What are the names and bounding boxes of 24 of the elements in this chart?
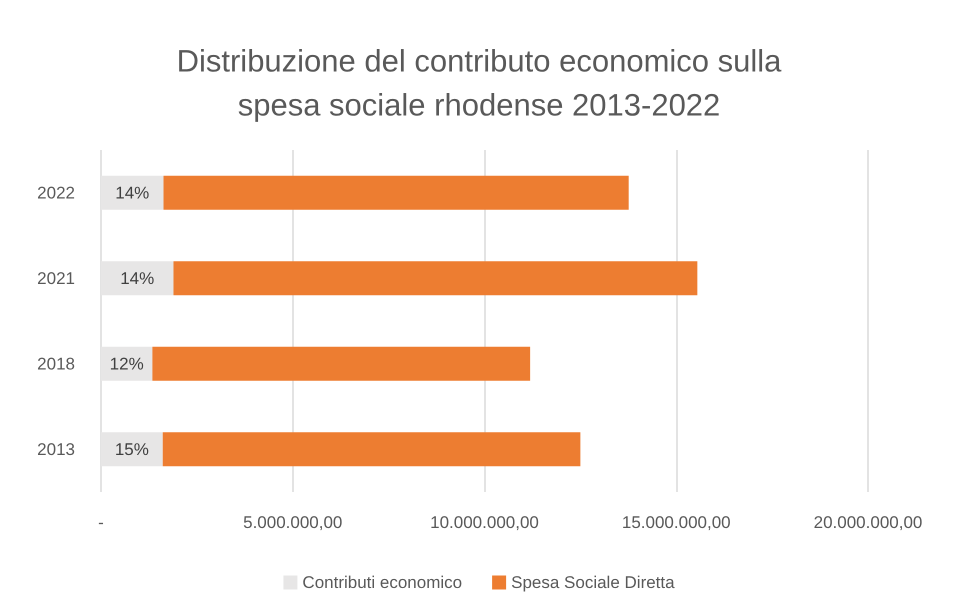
x-tick-label: - [98,513,104,532]
annotation: 12% [110,354,144,374]
annotation: 15% [114,440,149,459]
annotation: 14% [120,268,154,288]
chart-title: Distribuzione del contributo economico sulla spesa sociale rhodense 2013-2022 [176,44,782,122]
legend-label: Spesa Sociale Diretta [511,573,676,592]
y-tick-label: 2022 [37,183,75,202]
x-tick-label: 15.000.000,00 [622,513,731,532]
bar [101,346,152,381]
y-tick-label: 2018 [37,354,75,374]
y-tick-label: 2013 [37,440,75,459]
bar [152,346,530,381]
bar [101,176,164,210]
bar [162,432,580,466]
bar [173,261,698,296]
annotation: 14% [115,183,150,202]
bar [101,432,163,466]
x-tick-label: 20.000.000,00 [814,513,922,532]
x-tick-label: 10.000.000,00 [430,513,539,532]
legend-label: Contributi economico [302,573,462,592]
bar [101,261,174,296]
x-tick-label: 5.000.000,00 [243,513,342,532]
bar [164,176,629,210]
y-tick-label: 2021 [37,268,75,288]
